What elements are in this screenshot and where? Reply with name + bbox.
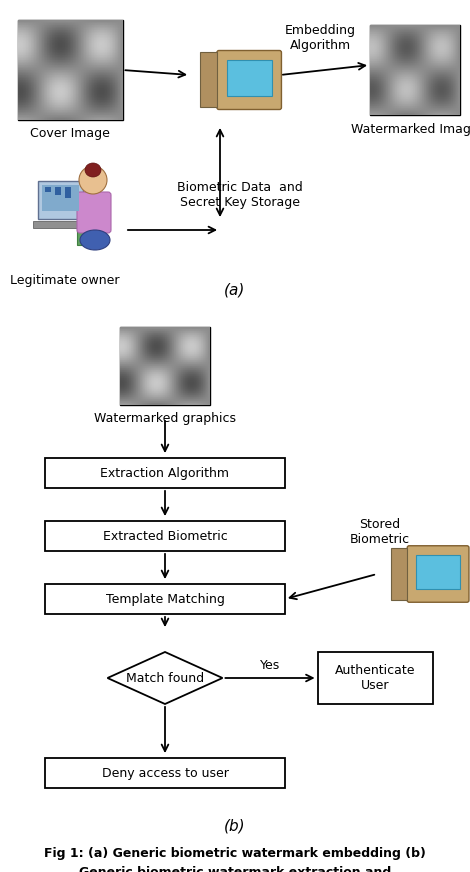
Bar xyxy=(120,327,210,405)
Bar xyxy=(45,521,285,551)
Bar xyxy=(38,181,83,219)
Text: (a): (a) xyxy=(224,283,246,297)
Bar xyxy=(200,52,217,107)
Text: Watermarked Image: Watermarked Image xyxy=(351,122,470,135)
Bar xyxy=(45,187,50,192)
Text: Generic biometric watermark extraction and: Generic biometric watermark extraction a… xyxy=(79,866,391,872)
Text: Fig 1: (a) Generic biometric watermark embedding (b): Fig 1: (a) Generic biometric watermark e… xyxy=(44,847,426,860)
Text: Biometric Data  and
Secret Key Storage: Biometric Data and Secret Key Storage xyxy=(177,181,303,209)
Bar xyxy=(370,25,460,115)
FancyBboxPatch shape xyxy=(407,546,469,603)
Circle shape xyxy=(79,166,107,194)
Bar xyxy=(45,584,285,614)
Text: Yes: Yes xyxy=(260,658,280,671)
Ellipse shape xyxy=(421,566,455,592)
Text: Stored
Biometric: Stored Biometric xyxy=(350,518,410,546)
Text: Embedding
Algorithm: Embedding Algorithm xyxy=(284,24,355,52)
Bar xyxy=(17,20,123,120)
Bar xyxy=(64,187,70,198)
Bar xyxy=(45,758,285,788)
Bar xyxy=(77,215,87,245)
Bar xyxy=(392,548,407,600)
Ellipse shape xyxy=(80,230,110,250)
Bar xyxy=(318,652,432,704)
Bar xyxy=(227,60,272,96)
FancyBboxPatch shape xyxy=(77,192,111,233)
Text: (b): (b) xyxy=(224,819,246,834)
Bar xyxy=(41,185,78,211)
Bar xyxy=(55,187,61,195)
Ellipse shape xyxy=(85,163,101,177)
Text: Template Matching: Template Matching xyxy=(106,592,225,605)
Bar xyxy=(45,458,285,488)
Ellipse shape xyxy=(231,72,267,99)
Bar xyxy=(416,555,460,589)
Text: Legitimate owner: Legitimate owner xyxy=(10,274,120,287)
FancyBboxPatch shape xyxy=(217,51,282,110)
Text: Deny access to user: Deny access to user xyxy=(102,766,228,780)
Text: Extraction Algorithm: Extraction Algorithm xyxy=(101,467,229,480)
Polygon shape xyxy=(108,652,222,704)
Bar xyxy=(32,221,87,228)
Text: Watermarked graphics: Watermarked graphics xyxy=(94,412,236,425)
Text: Match found: Match found xyxy=(126,671,204,685)
Text: Extracted Biometric: Extracted Biometric xyxy=(102,529,227,542)
Text: Authenticate
User: Authenticate User xyxy=(335,664,415,692)
Text: Cover Image: Cover Image xyxy=(30,127,110,140)
